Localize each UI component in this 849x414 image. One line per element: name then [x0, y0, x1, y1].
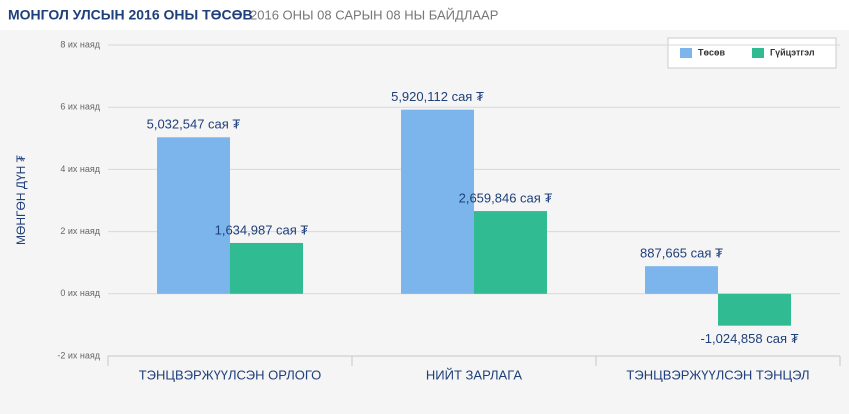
data-label: 1,634,987 сая ₮ — [215, 222, 309, 237]
legend-swatch — [680, 48, 692, 58]
bar — [401, 109, 474, 294]
data-label: 5,920,112 сая ₮ — [391, 89, 484, 104]
header-bar — [0, 0, 849, 30]
y-tick-label: 8 их наяд — [60, 39, 100, 49]
legend — [667, 37, 837, 69]
bar — [230, 242, 303, 294]
x-tick-label: ТЭНЦВЭРЖҮҮЛСЭН ТЭНЦЭЛ — [626, 367, 809, 382]
y-tick-label: 2 их наяд — [60, 226, 100, 236]
y-tick-label: 6 их наяд — [60, 102, 100, 112]
data-label: -1,024,858 сая ₮ — [700, 331, 798, 346]
chart-subtitle: 2016 ОНЫ 08 САРЫН 08 НЫ БАЙДЛААР — [250, 7, 498, 22]
bar — [645, 266, 718, 294]
y-tick-label: -2 их наяд — [57, 350, 100, 360]
bar — [157, 137, 230, 294]
legend-swatch — [752, 48, 764, 58]
x-tick-label: НИЙТ ЗАРЛАГА — [426, 367, 522, 382]
legend-label: Төсөв — [698, 47, 725, 57]
bar — [474, 211, 547, 294]
legend-label: Гүйцэтгэл — [770, 47, 815, 57]
data-label: 887,665 сая ₮ — [640, 246, 723, 261]
y-tick-label: 4 их наяд — [60, 164, 100, 174]
data-label: 5,032,547 сая ₮ — [147, 117, 241, 132]
chart-title: МОНГОЛ УЛСЫН 2016 ОНЫ ТӨСӨВ — [8, 7, 253, 23]
y-axis-label: МӨНГӨН ДҮН ₮ — [14, 154, 28, 245]
y-tick-label: 0 их наяд — [60, 288, 100, 298]
data-label: 2,659,846 сая ₮ — [459, 191, 553, 206]
x-tick-label: ТЭНЦВЭРЖҮҮЛСЭН ОРЛОГО — [139, 367, 322, 382]
bar — [718, 293, 791, 326]
